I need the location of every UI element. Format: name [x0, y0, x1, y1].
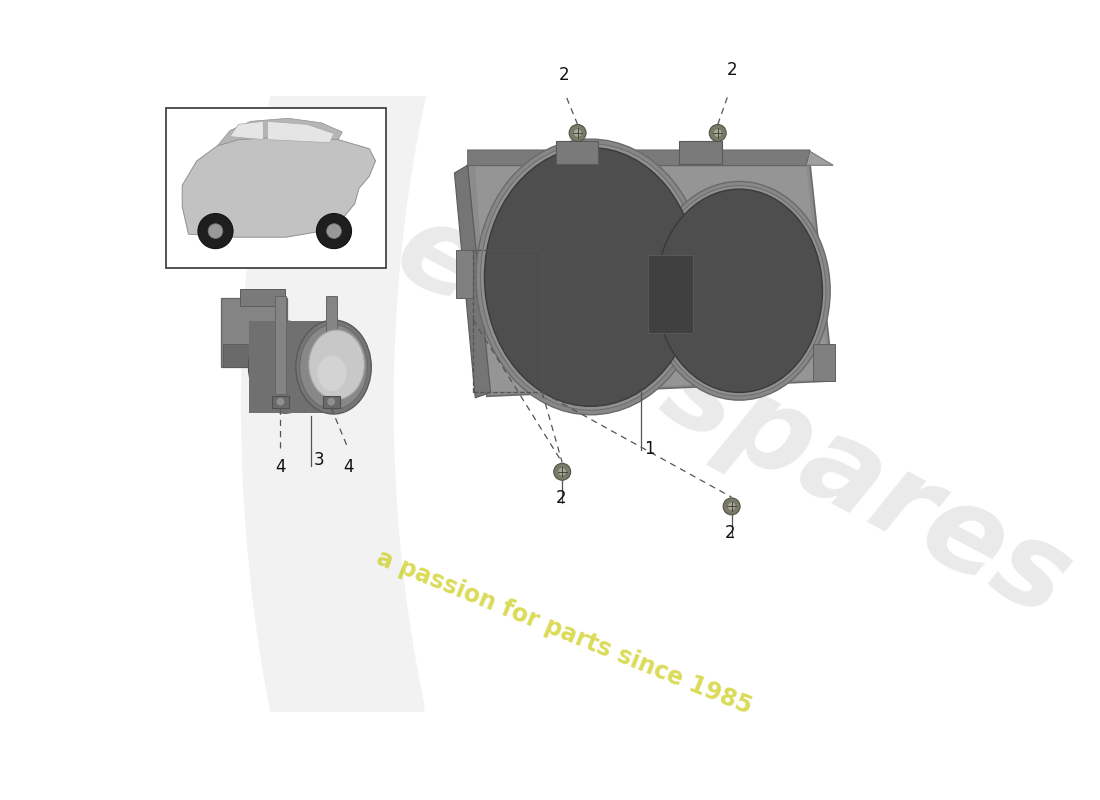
Polygon shape	[183, 137, 375, 237]
Ellipse shape	[656, 189, 823, 393]
Ellipse shape	[484, 147, 697, 406]
Polygon shape	[475, 167, 829, 393]
Circle shape	[198, 214, 233, 249]
Circle shape	[569, 125, 586, 142]
Circle shape	[317, 214, 352, 249]
Bar	[275, 296, 286, 394]
Bar	[556, 141, 598, 164]
Bar	[813, 344, 835, 381]
Polygon shape	[230, 122, 263, 140]
Ellipse shape	[296, 320, 372, 414]
Circle shape	[710, 125, 726, 142]
Text: 4: 4	[343, 458, 353, 476]
Text: 1: 1	[645, 440, 656, 458]
Text: 2: 2	[725, 524, 736, 542]
Circle shape	[723, 498, 740, 515]
Bar	[166, 108, 386, 269]
Ellipse shape	[652, 186, 826, 396]
Ellipse shape	[481, 144, 701, 410]
Text: eurospares: eurospares	[376, 190, 1090, 642]
Bar	[326, 296, 337, 394]
Ellipse shape	[476, 139, 705, 414]
Bar	[473, 250, 542, 393]
Circle shape	[208, 224, 223, 238]
Circle shape	[276, 398, 284, 406]
Ellipse shape	[249, 321, 321, 414]
Bar	[322, 395, 340, 408]
Bar	[680, 141, 722, 164]
Bar	[223, 344, 255, 367]
Polygon shape	[454, 166, 491, 398]
Polygon shape	[249, 321, 339, 414]
Text: 4: 4	[275, 458, 286, 476]
Bar	[649, 254, 693, 333]
Polygon shape	[218, 118, 342, 146]
Circle shape	[328, 398, 336, 406]
Text: 3: 3	[314, 451, 324, 470]
Circle shape	[574, 129, 582, 137]
Text: 2: 2	[556, 489, 566, 507]
Text: a passion for parts since 1985: a passion for parts since 1985	[373, 546, 755, 718]
Circle shape	[728, 502, 736, 510]
Circle shape	[714, 129, 722, 137]
Text: 2: 2	[559, 66, 569, 85]
Ellipse shape	[318, 355, 346, 391]
Polygon shape	[468, 166, 834, 396]
Text: 2: 2	[726, 61, 737, 79]
Bar	[455, 250, 473, 298]
Bar	[241, 290, 285, 306]
Circle shape	[327, 224, 341, 238]
Ellipse shape	[299, 325, 367, 410]
Polygon shape	[468, 151, 834, 166]
Polygon shape	[267, 122, 334, 142]
Bar	[272, 395, 289, 408]
Bar	[221, 298, 286, 367]
Circle shape	[559, 468, 566, 475]
Ellipse shape	[309, 330, 364, 399]
Circle shape	[553, 463, 571, 480]
Ellipse shape	[649, 182, 830, 400]
Polygon shape	[468, 150, 810, 166]
